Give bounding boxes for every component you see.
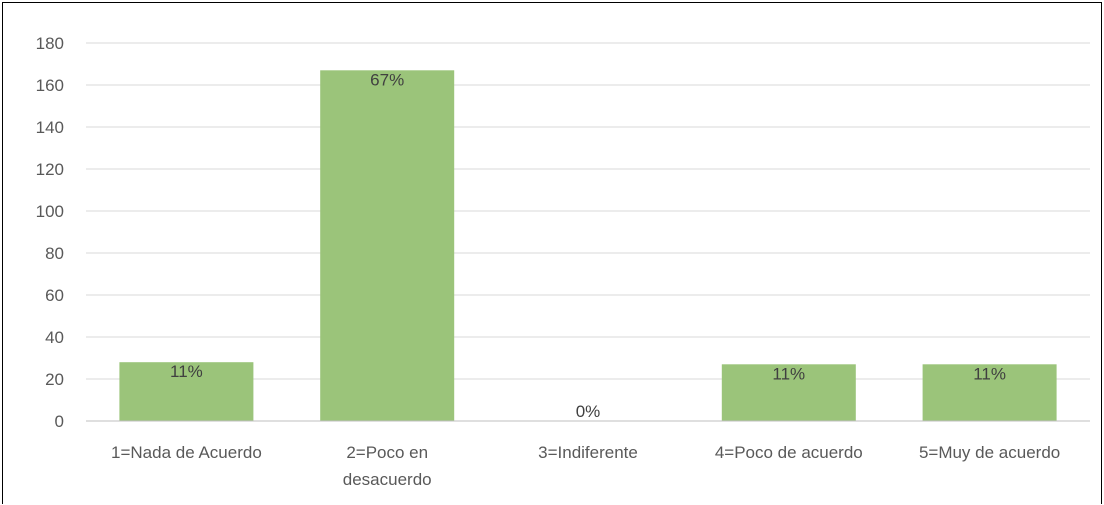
y-tick-label: 80 (45, 244, 64, 263)
y-tick-label: 160 (36, 76, 64, 95)
data-label: 11% (973, 364, 1006, 383)
y-tick-label: 140 (36, 118, 64, 137)
bars (119, 70, 1057, 422)
x-tick-label: 3=Indiferente (538, 443, 638, 462)
bar (320, 70, 455, 422)
x-tick-label: 1=Nada de Acuerdo (111, 443, 262, 462)
y-tick-label: 120 (36, 160, 64, 179)
y-tick-label: 20 (45, 370, 64, 389)
y-tick-label: 40 (45, 328, 64, 347)
y-tick-label: 60 (45, 286, 64, 305)
y-tick-label: 100 (36, 202, 64, 221)
data-label: 11% (170, 362, 203, 381)
bar (922, 364, 1057, 421)
data-labels: 11% 67% 0% 11% 11% (170, 70, 1006, 421)
x-tick-label: 4=Poco de acuerdo (715, 443, 863, 462)
bar (119, 362, 254, 421)
x-tick-label: desacuerdo (343, 470, 432, 489)
x-axis: 1=Nada de Acuerdo 2=Poco en desacuerdo 3=In… (86, 420, 1090, 489)
y-tick-label: 180 (36, 34, 64, 53)
bar (721, 364, 856, 421)
x-tick-label: 5=Muy de acuerdo (919, 443, 1060, 462)
data-label: 67% (370, 70, 404, 89)
y-axis: 0 20 40 60 80 100 120 140 160 180 (36, 34, 64, 431)
x-tick-label: 2=Poco en (346, 443, 428, 462)
data-label: 11% (772, 364, 805, 383)
data-label: 0% (576, 402, 601, 421)
gridlines (86, 42, 1090, 380)
y-tick-label: 0 (55, 412, 64, 431)
